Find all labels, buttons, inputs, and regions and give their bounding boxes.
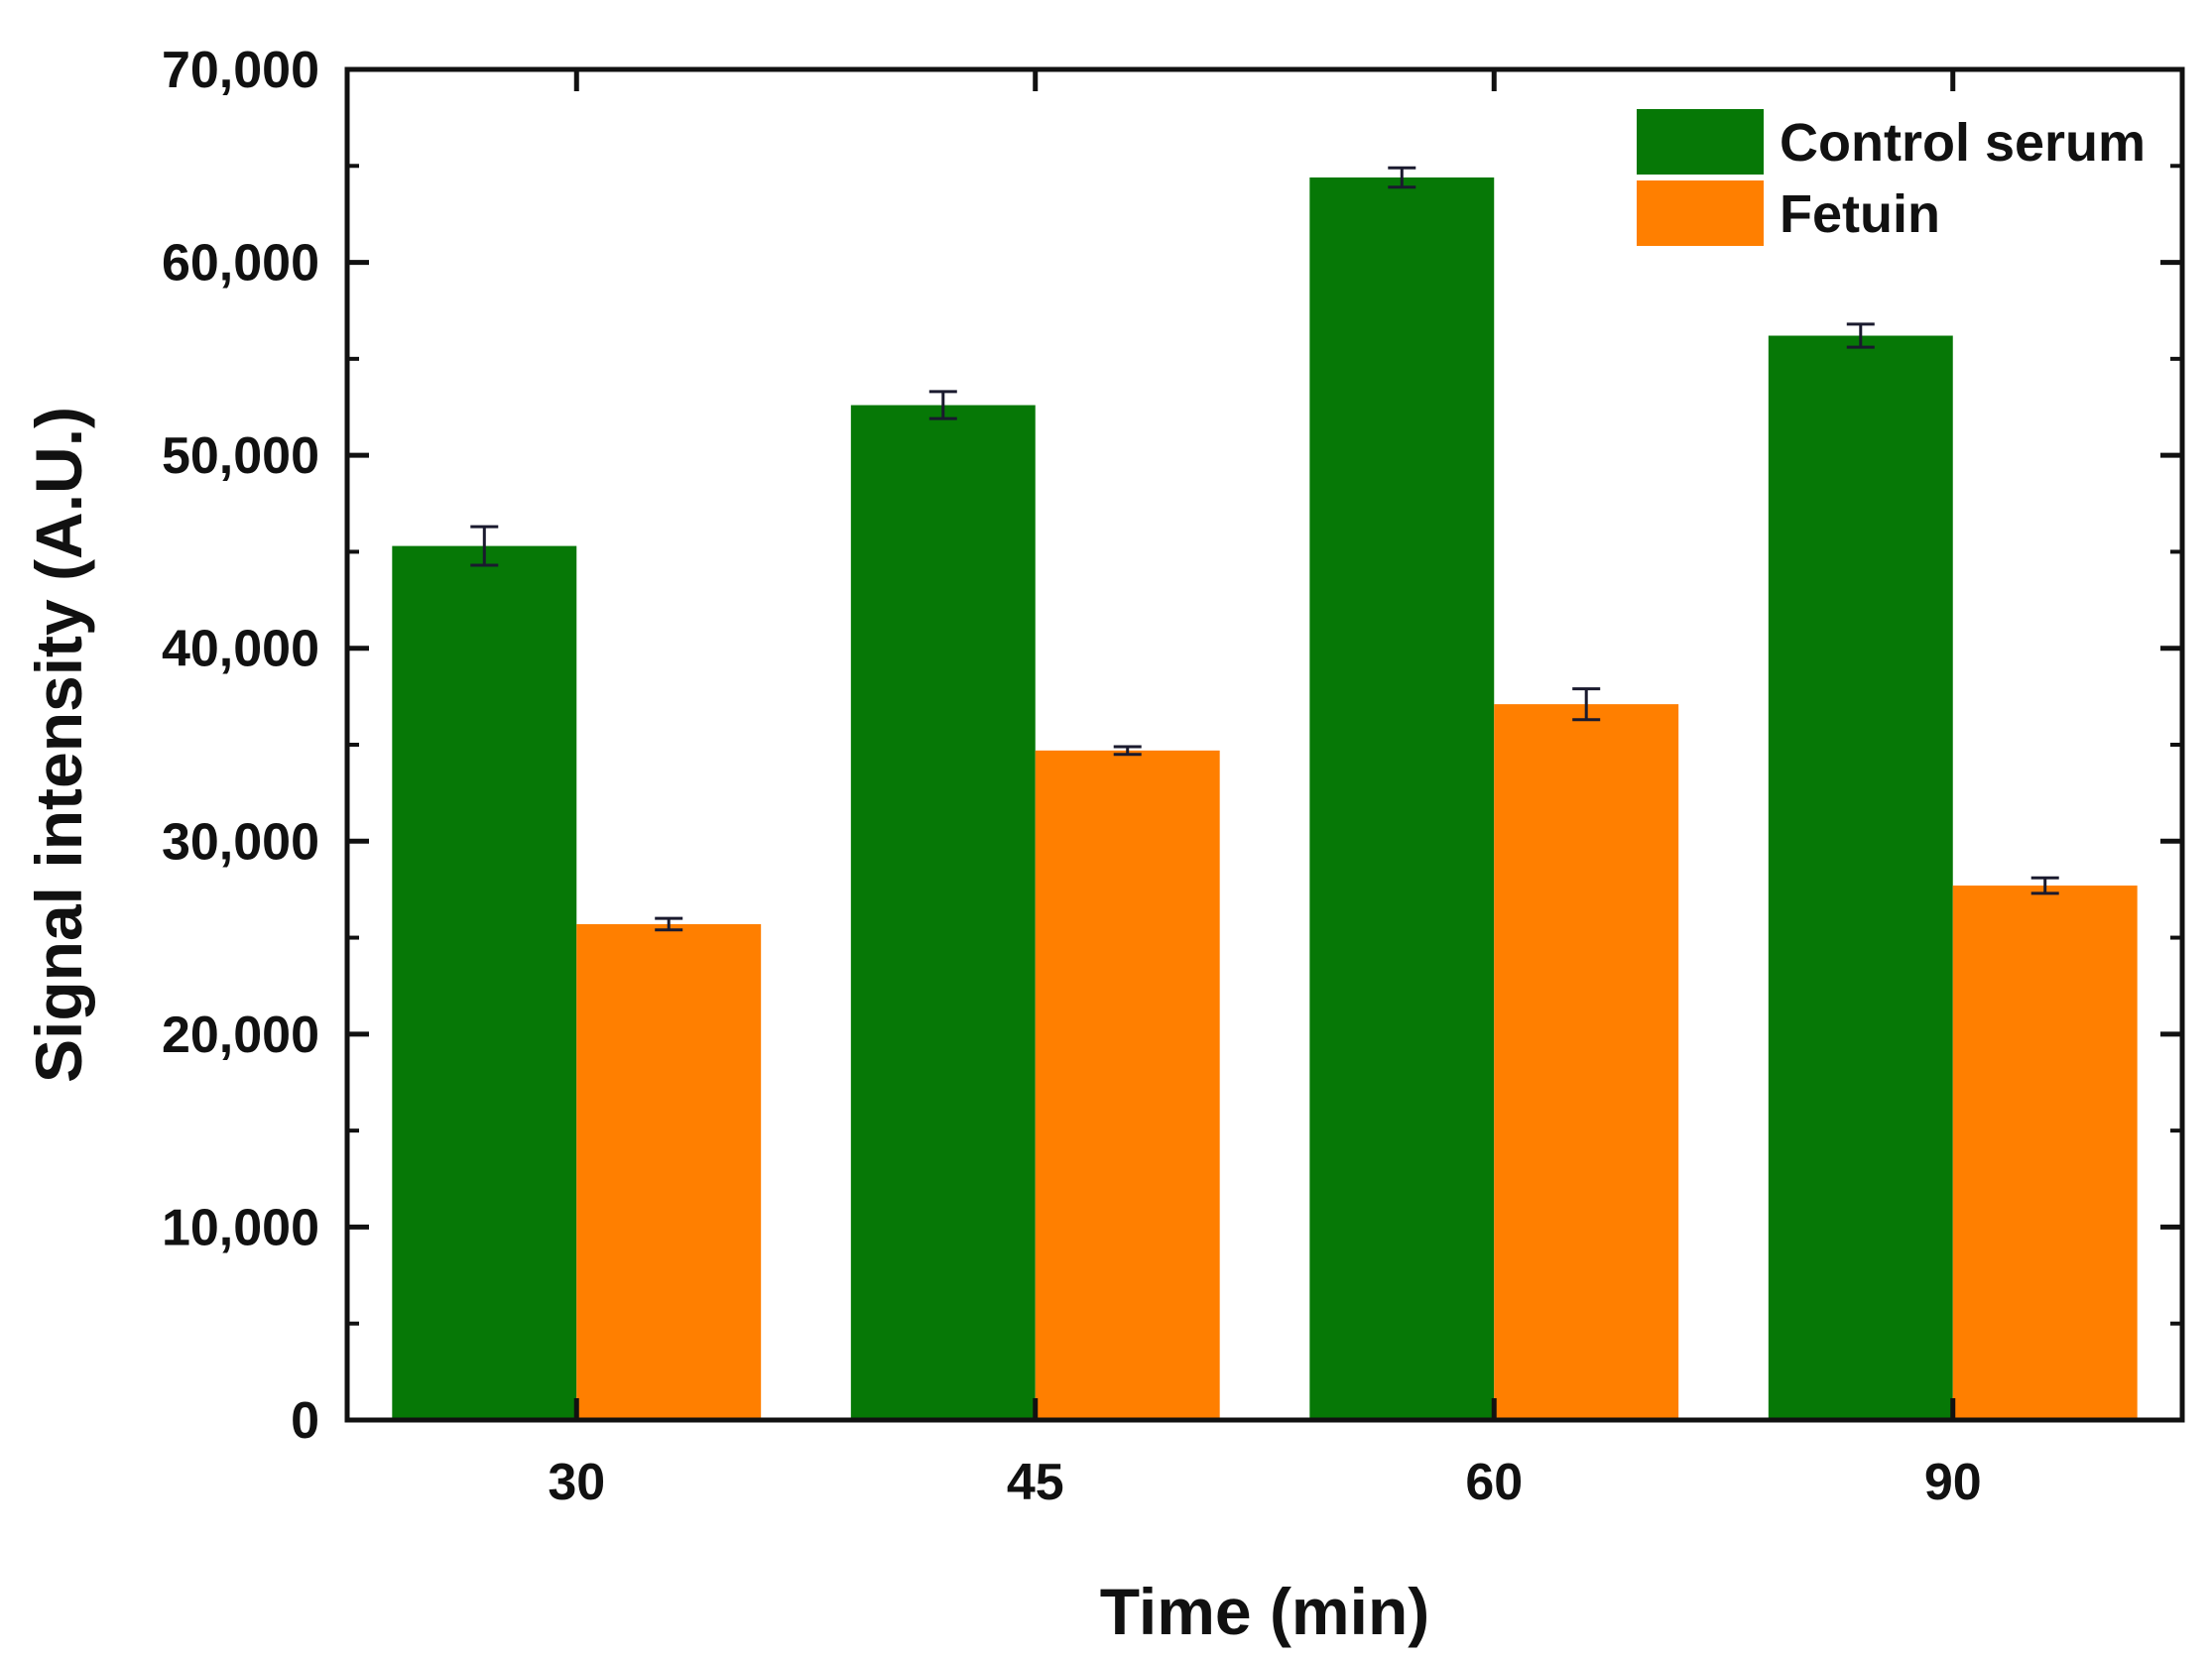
legend-label-control-serum: Control serum [1780,113,2146,173]
error-bar-control-serum-60 [1388,166,1416,189]
error-bars-layer [470,166,2059,932]
legend-label-fetuin: Fetuin [1780,184,1940,244]
bar-fetuin-30 [576,923,762,1420]
legend-swatch-fetuin [1637,180,1764,246]
bar-control-serum-45 [850,405,1036,1420]
x-tick-label-60: 60 [1465,1454,1523,1511]
x-tick-label-30: 30 [548,1454,605,1511]
error-bar-control-serum-30 [470,525,499,567]
error-bar-fetuin-30 [655,916,683,932]
error-bar-fetuin-90 [2030,876,2059,895]
bar-fetuin-90 [1952,886,2138,1420]
y-tick-label-70000: 70,000 [162,42,319,99]
bar-fetuin-60 [1494,704,1679,1420]
error-bar-control-serum-90 [1846,322,1875,349]
bar-fetuin-45 [1035,750,1220,1420]
x-axis-title: Time (min) [1100,1575,1429,1648]
x-tick-labels: 30 45 60 90 [548,1454,1981,1511]
y-axis-title: Signal intensity (A.U.) [22,407,95,1083]
y-tick-label-0: 0 [291,1392,319,1450]
x-tick-label-45: 45 [1007,1454,1064,1511]
bars-layer [392,177,2138,1421]
y-tick-label-10000: 10,000 [162,1199,319,1256]
legend-swatch-control-serum [1637,109,1764,175]
bar-control-serum-60 [1309,177,1495,1421]
legend: Control serum Fetuin [1637,109,2146,246]
bar-control-serum-30 [392,545,577,1420]
x-tick-label-90: 90 [1924,1454,1982,1511]
error-bar-fetuin-60 [1572,687,1601,722]
plot-frame [344,66,2185,1423]
y-tick-labels: 0 10,000 20,000 30,000 40,000 50,000 60,000 70,… [162,42,319,1450]
y-tick-label-60000: 60,000 [162,235,319,293]
y-tick-label-20000: 20,000 [162,1007,319,1064]
y-tick-label-50000: 50,000 [162,427,319,485]
bar-control-serum-90 [1768,335,1953,1421]
error-bar-control-serum-45 [928,390,957,420]
y-tick-label-30000: 30,000 [162,813,319,871]
error-bar-fetuin-45 [1113,745,1142,757]
y-tick-label-40000: 40,000 [162,621,319,678]
